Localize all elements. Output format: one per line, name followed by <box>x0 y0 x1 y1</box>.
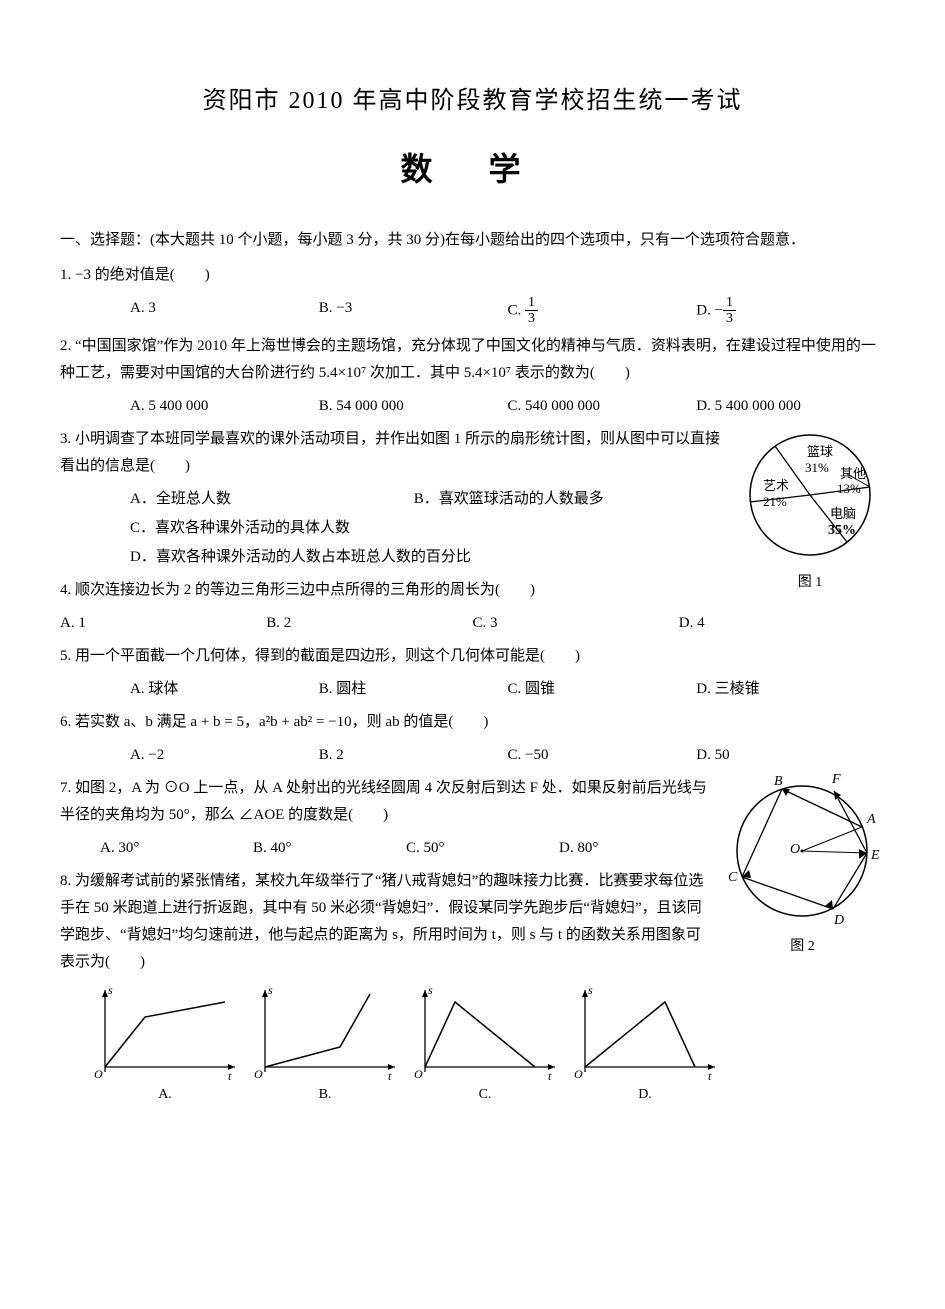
question-5: 5. 用一个平面截一个几何体，得到的截面是四边形，则这个几何体可能是( ) <box>60 643 885 670</box>
q5-opt-d: D. 三棱锥 <box>696 676 885 703</box>
q4-opt-b: B. 2 <box>266 610 472 637</box>
q8-opt-d: D. <box>570 1082 720 1107</box>
q1-opt-d: D. −13 <box>696 295 885 327</box>
circle-lbl-D: D <box>833 913 844 928</box>
svg-text:t: t <box>388 1069 392 1082</box>
figure-2-circle: A B C D E F O 图 2 <box>720 769 885 959</box>
svg-text:O: O <box>414 1067 423 1081</box>
q6-opt-d: D. 50 <box>696 742 885 769</box>
q2-opt-c: C. 540 000 000 <box>508 393 697 420</box>
q6-opt-b: B. 2 <box>319 742 508 769</box>
q7-opt-a: A. 30° <box>100 835 253 862</box>
q5-opt-c: C. 圆锥 <box>508 676 697 703</box>
svg-text:O: O <box>94 1067 103 1081</box>
q6-opt-a: A. −2 <box>130 742 319 769</box>
pie-label-pcp: 35% <box>828 523 856 538</box>
q1-opt-a: A. 3 <box>130 295 319 327</box>
circle-lbl-C: C <box>728 870 738 885</box>
svg-text:t: t <box>708 1069 712 1082</box>
q8-graph-d: s t O D. <box>570 982 720 1107</box>
pie-label-othp: 13% <box>837 481 861 496</box>
pie-label-oth: 其他 <box>840 466 866 481</box>
circle-lbl-E: E <box>870 848 880 863</box>
q4-opt-d: D. 4 <box>679 610 885 637</box>
q5-opt-b: B. 圆柱 <box>319 676 508 703</box>
q1-options: A. 3 B. −3 C. 13 D. −13 <box>60 295 885 327</box>
q8-opt-c: C. <box>410 1082 560 1107</box>
pie-label-art: 艺术 <box>763 478 789 493</box>
q8-graph-b: s t O B. <box>250 982 400 1107</box>
section-1-heading: 一、选择题：(本大题共 10 个小题，每小题 3 分，共 30 分)在每小题给出… <box>60 227 885 254</box>
q1-opt-b: B. −3 <box>319 295 508 327</box>
question-2: 2. “中国国家馆”作为 2010 年上海世博会的主题场馆，充分体现了中国文化的… <box>60 333 885 387</box>
q8-graph-a: s t O A. <box>90 982 240 1107</box>
svg-text:O: O <box>574 1067 583 1081</box>
circle-reflection-svg: A B C D E F O <box>720 769 885 934</box>
q8-opt-a: A. <box>90 1082 240 1107</box>
svg-text:t: t <box>228 1069 232 1082</box>
q2-options: A. 5 400 000 B. 54 000 000 C. 540 000 00… <box>60 393 885 420</box>
pie-label-artp: 21% <box>763 494 787 509</box>
q2-opt-b: B. 54 000 000 <box>319 393 508 420</box>
q4-opt-c: C. 3 <box>473 610 679 637</box>
exam-subject: 数 学 <box>60 141 885 199</box>
fraction-1-3: 13 <box>525 295 538 327</box>
svg-text:O: O <box>254 1067 263 1081</box>
svg-text:s: s <box>268 983 273 997</box>
pie-label-pc: 电脑 <box>830 506 856 521</box>
q7-opt-c: C. 50° <box>406 835 559 862</box>
svg-text:s: s <box>428 983 433 997</box>
q1-opt-c: C. 13 <box>508 295 697 327</box>
q5-opt-a: A. 球体 <box>130 676 319 703</box>
figure-1-caption: 图 1 <box>735 570 885 595</box>
circle-lbl-F: F <box>831 772 841 787</box>
q8-opt-b: B. <box>250 1082 400 1107</box>
q8-graphs: s t O A. s t O B. s t O C. <box>90 982 885 1107</box>
q1-c-prefix: C. <box>508 302 526 318</box>
q5-options: A. 球体 B. 圆柱 C. 圆锥 D. 三棱锥 <box>60 676 885 703</box>
q7-options: A. 30° B. 40° C. 50° D. 80° <box>60 835 712 862</box>
q6-opt-c: C. −50 <box>508 742 697 769</box>
svg-text:t: t <box>548 1069 552 1082</box>
pie-chart-svg: 篮球 31% 其他 13% 电脑 35% 艺术 21% <box>735 420 885 570</box>
question-1: 1. −3 的绝对值是( ) <box>60 262 885 289</box>
svg-text:s: s <box>588 983 593 997</box>
circle-lbl-O: O <box>790 842 800 857</box>
q2-opt-d: D. 5 400 000 000 <box>696 393 885 420</box>
q7-opt-b: B. 40° <box>253 835 406 862</box>
figure-1-pie: 篮球 31% 其他 13% 电脑 35% 艺术 21% 图 1 <box>735 420 885 595</box>
figure-2-caption: 图 2 <box>720 934 885 959</box>
pie-label-bb: 篮球 <box>807 444 833 459</box>
svg-text:s: s <box>108 983 113 997</box>
q1-d-prefix: D. − <box>696 302 723 318</box>
q4-opt-a: A. 1 <box>60 610 266 637</box>
q4-options: A. 1 B. 2 C. 3 D. 4 <box>60 610 885 637</box>
circle-lbl-B: B <box>774 774 783 789</box>
q8-graph-c: s t O C. <box>410 982 560 1107</box>
q3-opt-b: B．喜欢篮球活动的人数最多 <box>414 491 604 507</box>
q6-options: A. −2 B. 2 C. −50 D. 50 <box>60 742 885 769</box>
circle-lbl-A: A <box>866 812 876 827</box>
exam-title: 资阳市 2010 年高中阶段教育学校招生统一考试 <box>60 80 885 123</box>
q2-opt-a: A. 5 400 000 <box>130 393 319 420</box>
question-6: 6. 若实数 a、b 满足 a + b = 5，a²b + ab² = −10，… <box>60 709 885 736</box>
pie-label-bbp: 31% <box>805 460 829 475</box>
fraction-neg-1-3: 13 <box>723 295 736 327</box>
q3-opt-a: A．全班总人数 <box>130 486 410 513</box>
q7-opt-d: D. 80° <box>559 835 712 862</box>
